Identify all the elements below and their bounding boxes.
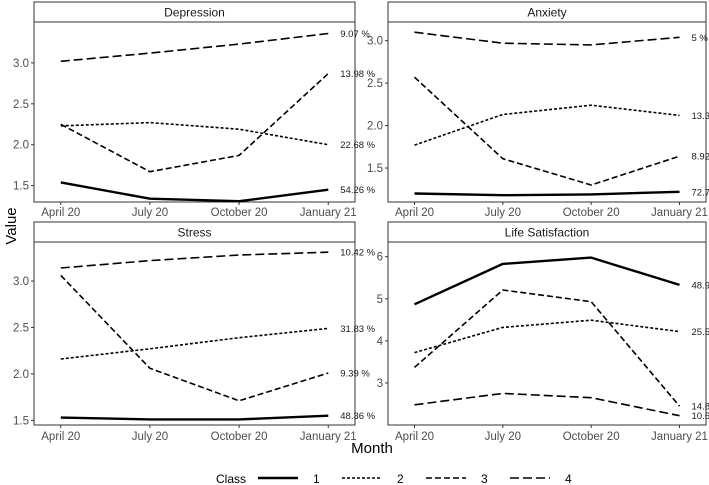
end-label-depression-class-2: 22.68 % bbox=[340, 140, 375, 151]
panel-life-satisfaction: Life Satisfaction 3 4 5 6 April 20 July 20 Octo… bbox=[377, 221, 709, 443]
strip-title-life-satisfaction: Life Satisfaction bbox=[505, 226, 590, 240]
x-tick-label-depression: January 21 bbox=[300, 207, 357, 219]
x-tick-label-anxiety: July 20 bbox=[485, 207, 521, 219]
y-tick-label-depression: 2.0 bbox=[13, 140, 29, 152]
y-tick-label-anxiety: 2.5 bbox=[367, 78, 383, 90]
series-line-stress-class-4 bbox=[60, 251, 329, 269]
panel-border-life-satisfaction bbox=[387, 241, 707, 426]
end-label-depression-class-4: 9.07 % bbox=[340, 29, 370, 40]
series-line-anxiety-class-2 bbox=[414, 104, 680, 146]
x-tick-label-life-satisfaction: April 20 bbox=[395, 431, 434, 443]
end-label-anxiety-class-4: 5 % bbox=[692, 33, 709, 44]
end-label-anxiety-class-2: 13.36 % bbox=[692, 111, 709, 122]
end-label-stress-class-2: 31.83 % bbox=[340, 324, 375, 335]
strip-title-anxiety: Anxiety bbox=[527, 6, 566, 20]
y-tick-label-stress: 2.5 bbox=[13, 322, 29, 334]
end-label-stress-class-1: 48.36 % bbox=[340, 411, 375, 422]
series-line-stress-class-1 bbox=[60, 414, 329, 421]
y-tick-label-life-satisfaction: 4 bbox=[377, 336, 384, 348]
series-line-depression-class-2 bbox=[60, 121, 329, 146]
y-tick-label-life-satisfaction: 3 bbox=[377, 378, 383, 390]
x-tick-label-anxiety: April 20 bbox=[395, 207, 434, 219]
x-tick-label-stress: October 20 bbox=[211, 431, 268, 443]
y-tick-label-depression: 2.5 bbox=[13, 99, 29, 111]
y-tick-label-anxiety: 3.0 bbox=[367, 36, 383, 48]
strip-title-depression: Depression bbox=[164, 6, 225, 20]
series-line-life-satisfaction-class-2 bbox=[414, 319, 680, 354]
legend-label-class-4: 4 bbox=[565, 472, 572, 485]
end-label-stress-class-3: 9.39 % bbox=[340, 368, 370, 379]
x-tick-label-anxiety: October 20 bbox=[563, 207, 620, 219]
x-axis-title: Month bbox=[351, 440, 393, 457]
x-tick-label-stress: July 20 bbox=[132, 431, 168, 443]
series-line-depression-class-3 bbox=[60, 72, 329, 173]
series-line-depression-class-1 bbox=[60, 181, 329, 203]
end-label-anxiety-class-3: 8.92 % bbox=[692, 152, 709, 163]
end-label-life-satisfaction-class-4: 10.64 % bbox=[692, 411, 709, 422]
y-axis-title: Value bbox=[3, 207, 20, 244]
legend-label-class-3: 3 bbox=[481, 472, 488, 485]
y-tick-label-stress: 2.0 bbox=[13, 369, 29, 381]
x-tick-label-life-satisfaction: July 20 bbox=[485, 431, 521, 443]
series-line-depression-class-4 bbox=[60, 32, 329, 63]
x-tick-label-stress: April 20 bbox=[41, 431, 80, 443]
y-tick-label-depression: 1.5 bbox=[13, 181, 29, 193]
series-line-life-satisfaction-class-4 bbox=[414, 392, 680, 417]
end-label-stress-class-4: 10.42 % bbox=[340, 248, 375, 259]
legend: Class 1 2 3 4 bbox=[216, 472, 572, 485]
series-line-anxiety-class-3 bbox=[413, 76, 680, 186]
y-tick-label-depression: 3.0 bbox=[13, 58, 29, 70]
y-tick-label-life-satisfaction: 5 bbox=[377, 294, 383, 306]
end-label-depression-class-3: 13.98 % bbox=[340, 69, 375, 80]
end-label-life-satisfaction-class-2: 25.5 % bbox=[692, 327, 709, 338]
series-line-stress-class-3 bbox=[60, 274, 329, 402]
end-label-anxiety-class-1: 72.71 % bbox=[692, 187, 709, 198]
x-tick-label-anxiety: January 21 bbox=[651, 207, 708, 219]
y-tick-label-anxiety: 2.0 bbox=[367, 121, 383, 133]
end-label-depression-class-1: 54.26 % bbox=[340, 185, 375, 196]
facet-panels: Depression 1.5 2.0 2.5 3.0 April 20 July 20 Oct… bbox=[13, 1, 709, 443]
x-tick-label-depression: April 20 bbox=[41, 207, 80, 219]
end-label-life-satisfaction-class-1: 48.98 % bbox=[692, 280, 709, 291]
y-tick-label-stress: 1.5 bbox=[13, 415, 29, 427]
series-line-anxiety-class-1 bbox=[414, 190, 680, 197]
panel-stress: Stress 1.5 2.0 2.5 3.0 April 20 July 20 October… bbox=[13, 221, 376, 443]
y-tick-label-life-satisfaction: 6 bbox=[377, 252, 383, 264]
legend-title: Class bbox=[216, 472, 246, 485]
x-tick-label-life-satisfaction: January 21 bbox=[651, 431, 708, 443]
panel-border-anxiety bbox=[387, 21, 707, 203]
y-tick-label-anxiety: 1.5 bbox=[367, 163, 383, 175]
x-tick-label-depression: July 20 bbox=[132, 207, 168, 219]
strip-title-stress: Stress bbox=[177, 226, 211, 240]
panel-border-stress bbox=[33, 241, 356, 426]
panel-depression: Depression 1.5 2.0 2.5 3.0 April 20 July 20 Oct… bbox=[13, 1, 376, 219]
x-tick-label-stress: January 21 bbox=[300, 431, 357, 443]
legend-label-class-2: 2 bbox=[397, 472, 404, 485]
x-tick-label-depression: October 20 bbox=[211, 207, 268, 219]
series-line-stress-class-2 bbox=[60, 327, 329, 360]
x-tick-label-life-satisfaction: October 20 bbox=[563, 431, 620, 443]
y-tick-label-stress: 3.0 bbox=[13, 276, 29, 288]
legend-label-class-1: 1 bbox=[313, 472, 320, 485]
series-line-life-satisfaction-class-3 bbox=[413, 289, 681, 407]
series-line-life-satisfaction-class-1 bbox=[414, 256, 680, 306]
panel-anxiety: Anxiety 1.5 2.0 2.5 3.0 April 20 July 20 Octobe… bbox=[367, 1, 709, 219]
panel-border-depression bbox=[33, 21, 356, 203]
series-line-anxiety-class-4 bbox=[414, 31, 680, 46]
end-label-life-satisfaction-class-3: 14.89 % bbox=[692, 402, 709, 413]
